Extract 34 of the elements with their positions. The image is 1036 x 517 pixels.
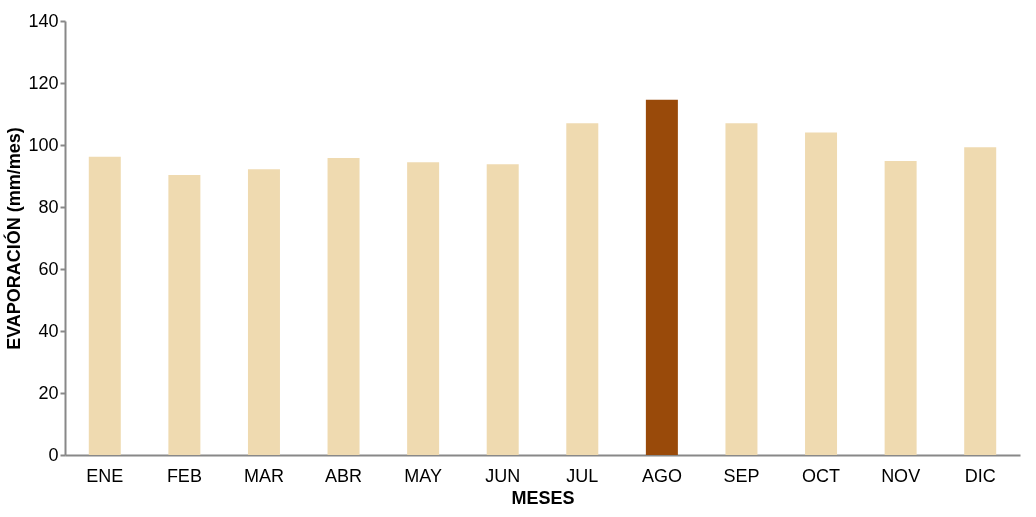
x-tick-label: SEP	[723, 465, 760, 486]
bar	[247, 169, 280, 455]
bar	[88, 156, 121, 455]
x-tick-label: NOV	[881, 465, 921, 486]
x-tick-label: ENE	[86, 465, 124, 486]
x-tick-label: JUL	[566, 465, 599, 486]
bar	[407, 162, 440, 455]
bar	[327, 158, 360, 455]
x-tick-label: DIC	[964, 465, 996, 486]
bar	[645, 99, 678, 455]
y-axis-title: EVAPORACIÓN (mm/mes)	[3, 127, 25, 350]
bar	[566, 123, 599, 455]
bar	[168, 175, 201, 455]
y-tick-label: 100	[28, 134, 59, 155]
x-tick-label: JUN	[485, 465, 521, 486]
y-tick-label: 60	[38, 258, 59, 279]
y-tick-label: 20	[38, 382, 59, 403]
y-tick-label: 80	[38, 196, 59, 217]
y-tick-label: 120	[28, 72, 59, 93]
x-tick-label: OCT	[802, 465, 841, 486]
y-tick-label: 0	[48, 444, 59, 465]
x-axis-title: MESES	[511, 487, 575, 508]
bar	[964, 147, 997, 455]
x-tick-label: FEB	[166, 465, 202, 486]
x-tick-label: MAR	[243, 465, 284, 486]
y-tick-label: 40	[38, 320, 59, 341]
x-tick-label: MAY	[404, 465, 442, 486]
bar	[725, 123, 758, 455]
bar	[805, 132, 838, 455]
x-tick-label: ABR	[325, 465, 363, 486]
bar	[884, 161, 917, 455]
x-tick-label: AGO	[641, 465, 682, 486]
bar	[486, 164, 519, 455]
y-tick-label: 140	[28, 10, 59, 31]
